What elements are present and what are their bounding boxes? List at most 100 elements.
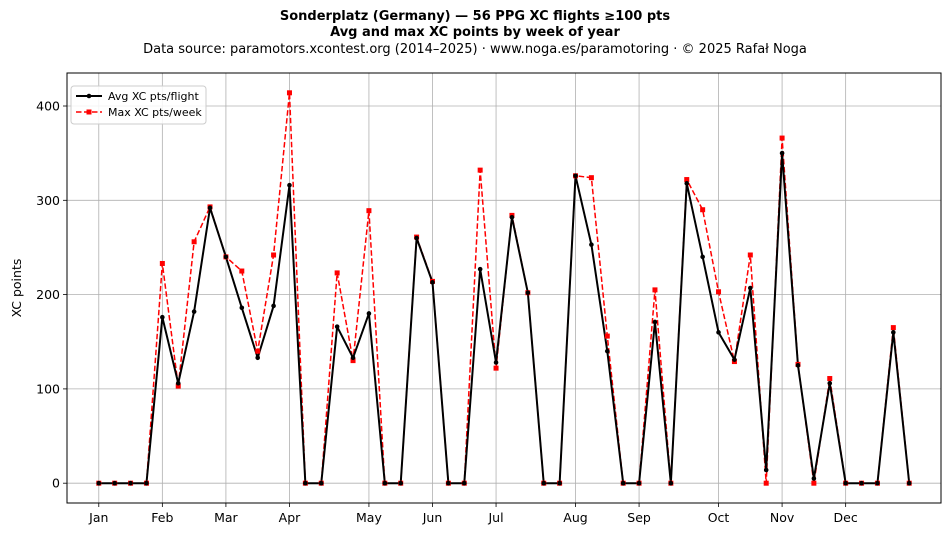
legend-box (70, 85, 207, 125)
data-point-max (271, 252, 277, 258)
x-tick-label: Nov (770, 510, 795, 525)
data-point-avg (414, 235, 419, 241)
x-tick-label: Mar (214, 510, 238, 525)
data-point-avg (557, 480, 562, 486)
data-point-avg (636, 480, 642, 486)
data-point-avg (430, 280, 435, 285)
data-point-max (700, 207, 706, 213)
data-point-max (890, 325, 896, 331)
data-point-avg (684, 181, 690, 186)
data-point-max (175, 383, 181, 389)
x-tick-label: Jul (488, 510, 504, 525)
data-point-avg (287, 182, 292, 188)
data-point-max (477, 167, 483, 173)
data-point-avg (382, 480, 388, 486)
data-point-avg (652, 319, 658, 325)
y-tick-label: 0 (52, 476, 60, 491)
data-point-avg (843, 480, 848, 486)
data-point-avg (700, 254, 705, 260)
data-point-max (652, 287, 658, 293)
data-point-max (366, 208, 372, 214)
data-point-avg (906, 480, 912, 486)
data-point-avg (446, 480, 451, 486)
data-point-avg (191, 309, 197, 314)
data-point-avg (128, 480, 133, 486)
series-layer (96, 90, 912, 486)
data-point-avg (827, 380, 833, 386)
data-point-max (604, 333, 610, 339)
chart-source: Data source: paramotors.xcontest.org (20… (143, 42, 807, 57)
data-point-avg (477, 266, 483, 272)
data-point-max (588, 175, 594, 181)
data-point-avg (795, 363, 801, 368)
axes: 0 100 200 300 400 Jan Feb Mar Apr May Jun Jul Aug Sep… (36, 99, 858, 525)
data-point-max (763, 480, 769, 486)
data-point-avg (573, 173, 578, 179)
x-tick-label: Apr (279, 510, 301, 525)
data-point-avg (589, 242, 594, 247)
x-tick-label: Oct (708, 510, 730, 525)
data-point-max (239, 268, 245, 274)
plot-frame (66, 72, 942, 504)
data-point-avg (144, 480, 149, 486)
data-point-avg (112, 480, 117, 486)
data-point-max (350, 358, 356, 364)
data-point-avg (525, 290, 531, 296)
data-point-avg (604, 348, 610, 354)
data-point-avg (223, 254, 229, 260)
data-point-max (811, 480, 817, 486)
legend-marker-0 (86, 93, 92, 99)
x-tick-label: Sep (627, 510, 651, 525)
y-axis-label: XC points (9, 259, 24, 318)
legend: Avg XC pts/flight Max XC pts/week (70, 85, 207, 125)
data-point-avg (541, 480, 547, 486)
data-point-max (191, 239, 197, 245)
data-point-avg (748, 285, 753, 291)
y-tick-label: 400 (36, 99, 60, 114)
data-point-avg (398, 480, 404, 486)
data-point-avg (303, 480, 308, 486)
data-point-avg (334, 324, 340, 329)
data-point-max (716, 289, 722, 295)
x-tick-label: May (356, 510, 382, 525)
chart-subtitle: Avg and max XC points by week of year (330, 25, 620, 40)
data-point-avg (366, 311, 372, 316)
x-tick-label: Jan (88, 510, 108, 525)
data-point-avg (620, 480, 626, 486)
legend-label-1: Max XC pts/week (108, 106, 202, 119)
data-point-avg (732, 357, 737, 362)
data-point-avg (318, 480, 324, 486)
x-tick-label: Jun (422, 510, 443, 525)
data-point-avg (160, 314, 165, 320)
legend-marker-1 (86, 109, 92, 115)
y-tick-label: 200 (36, 287, 60, 302)
x-tick-label: Aug (563, 510, 587, 525)
data-point-max (779, 135, 785, 141)
data-point-max (334, 270, 340, 276)
x-tick-label: Dec (834, 510, 858, 525)
data-point-avg (668, 480, 674, 486)
y-tick-label: 300 (36, 193, 60, 208)
data-point-avg (891, 330, 896, 335)
data-point-max (747, 252, 753, 258)
data-point-avg (239, 305, 245, 311)
data-point-avg (461, 480, 467, 486)
data-point-max (684, 177, 690, 183)
chart-title: Sonderplatz (Germany) — 56 PPG XC flight… (279, 9, 671, 24)
data-point-avg (779, 150, 785, 156)
data-point-max (286, 90, 292, 96)
data-point-avg (875, 480, 880, 486)
grid (67, 73, 941, 503)
data-point-max (493, 365, 499, 371)
data-point-avg (811, 476, 817, 481)
data-point-avg (96, 480, 102, 486)
data-point-avg (255, 355, 260, 361)
data-point-avg (207, 205, 213, 211)
data-point-avg (859, 480, 864, 486)
data-point-avg (175, 380, 181, 386)
data-point-max (827, 376, 833, 382)
data-point-avg (763, 467, 769, 473)
x-tick-label: Feb (151, 510, 173, 525)
data-point-avg (493, 360, 499, 365)
